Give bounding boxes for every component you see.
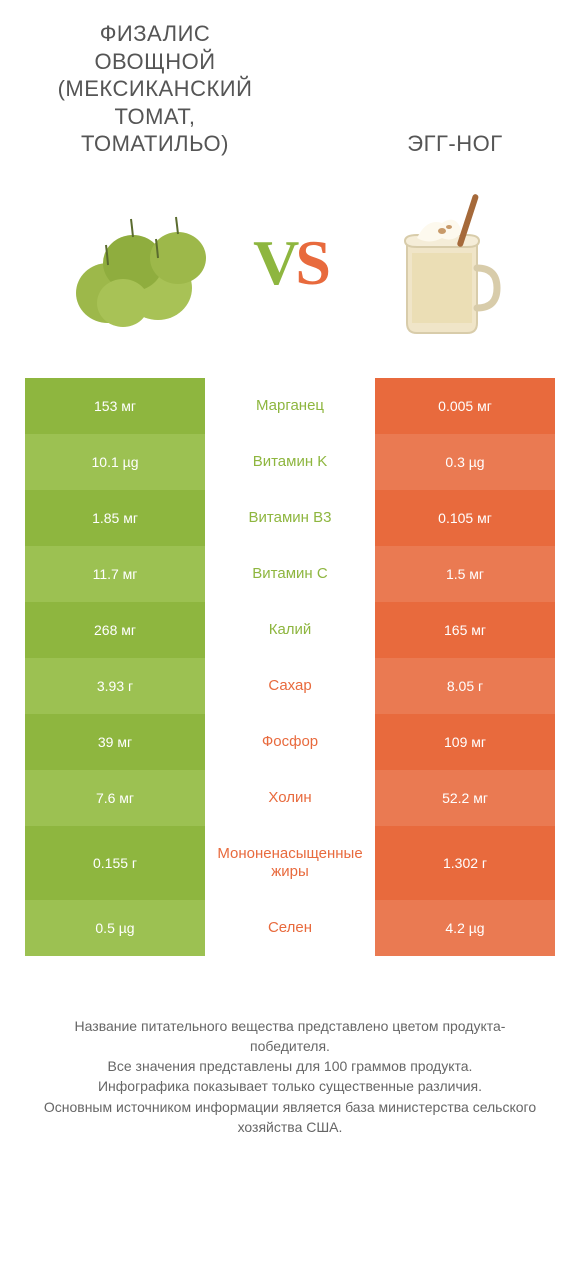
left-product-title: ФИЗАЛИС ОВОЩНОЙ (МЕКСИКАНСКИЙ ТОМАТ, ТОМ… [25,20,265,158]
footer-line-4: Основным источником информации является … [35,1097,545,1138]
tomatillo-image [58,178,228,348]
left-value: 1.85 мг [25,490,205,546]
left-value: 3.93 г [25,658,205,714]
nutrient-label: Селен [205,900,375,956]
footer-line-2: Все значения представлены для 100 граммо… [35,1056,545,1076]
left-value: 0.155 г [25,826,205,900]
right-value: 4.2 µg [375,900,555,956]
table-row: 153 мгМарганец0.005 мг [25,378,555,434]
table-row: 0.155 гМононенасыщенные жиры1.302 г [25,826,555,900]
right-value: 0.105 мг [375,490,555,546]
footer-line-3: Инфографика показывает только существенн… [35,1076,545,1096]
table-row: 7.6 мгХолин52.2 мг [25,770,555,826]
right-product-title: ЭГГ-НОГ [355,130,555,158]
vs-letter-s: S [295,226,327,300]
tomatillo-icon [63,183,223,343]
right-value: 1.302 г [375,826,555,900]
table-row: 39 мгФосфор109 мг [25,714,555,770]
table-row: 11.7 мгВитамин C1.5 мг [25,546,555,602]
eggnog-image [352,178,522,348]
right-value: 165 мг [375,602,555,658]
nutrient-label: Витамин B3 [205,490,375,546]
versus-row: VS [25,178,555,348]
vs-letter-v: V [253,226,295,300]
left-value: 11.7 мг [25,546,205,602]
nutrient-label: Фосфор [205,714,375,770]
nutrient-label: Марганец [205,378,375,434]
left-value: 39 мг [25,714,205,770]
nutrient-label: Витамин C [205,546,375,602]
table-row: 10.1 µgВитамин K0.3 µg [25,434,555,490]
right-value: 0.005 мг [375,378,555,434]
vs-label: VS [253,226,327,300]
comparison-table: 153 мгМарганец0.005 мг10.1 µgВитамин K0.… [25,378,555,956]
header: ФИЗАЛИС ОВОЩНОЙ (МЕКСИКАНСКИЙ ТОМАТ, ТОМ… [25,20,555,158]
nutrient-label: Холин [205,770,375,826]
left-value: 0.5 µg [25,900,205,956]
left-value: 7.6 мг [25,770,205,826]
footer-line-1: Название питательного вещества представл… [35,1016,545,1057]
left-value: 10.1 µg [25,434,205,490]
nutrient-label: Сахар [205,658,375,714]
right-value: 52.2 мг [375,770,555,826]
table-row: 268 мгКалий165 мг [25,602,555,658]
eggnog-icon [357,183,517,343]
right-value: 8.05 г [375,658,555,714]
table-row: 1.85 мгВитамин B30.105 мг [25,490,555,546]
nutrient-label: Калий [205,602,375,658]
left-value: 268 мг [25,602,205,658]
right-value: 109 мг [375,714,555,770]
right-value: 1.5 мг [375,546,555,602]
table-row: 0.5 µgСелен4.2 µg [25,900,555,956]
nutrient-label: Мононенасыщенные жиры [205,826,375,900]
right-value: 0.3 µg [375,434,555,490]
footer-notes: Название питательного вещества представл… [25,1016,555,1138]
left-value: 153 мг [25,378,205,434]
nutrient-label: Витамин K [205,434,375,490]
table-row: 3.93 гСахар8.05 г [25,658,555,714]
